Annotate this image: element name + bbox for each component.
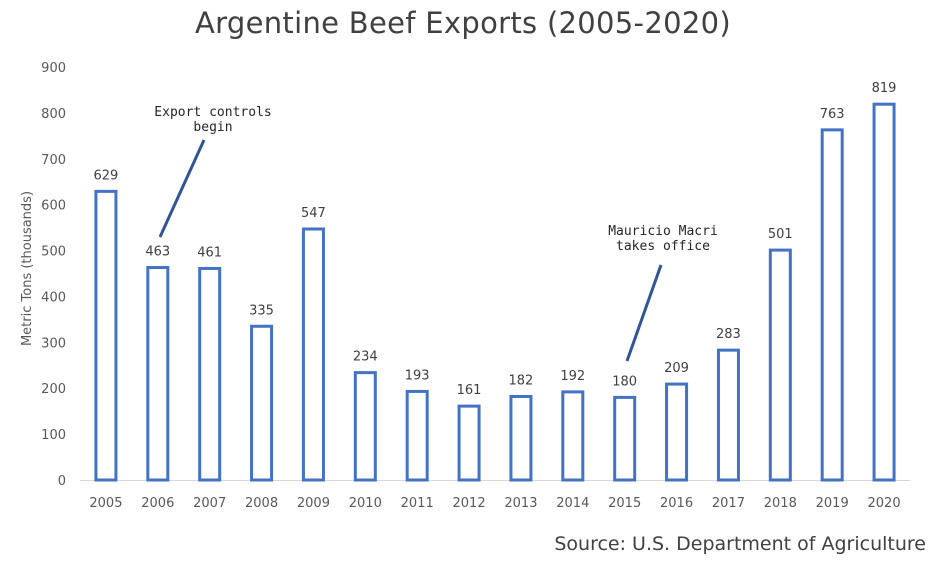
y-tick-label: 700 (41, 153, 66, 168)
bar-2007 (198, 266, 222, 482)
x-tick-label-2018: 2018 (764, 496, 797, 511)
bar-2020 (872, 102, 896, 482)
y-tick-label: 300 (41, 336, 66, 351)
x-tick-label-2005: 2005 (89, 496, 122, 511)
bar-2014 (561, 390, 585, 482)
bar-2017 (716, 348, 740, 482)
bar-2011 (405, 389, 429, 482)
bar-chart: Metric Tons (thousands) 0 100 200 300 400 500… (20, 61, 910, 511)
bar-2015 (613, 395, 637, 482)
bar-2010 (353, 371, 377, 482)
data-label-2016: 209 (664, 361, 689, 376)
annotation-text: Mauricio Macri takes office (608, 224, 718, 254)
bar-2016 (665, 382, 689, 482)
bar-2012 (457, 404, 481, 482)
x-tick-label-2016: 2016 (660, 496, 693, 511)
y-tick-label: 100 (41, 428, 66, 443)
y-tick-label: 500 (41, 245, 66, 260)
x-tick-label-2019: 2019 (816, 496, 849, 511)
annotation-line: begin (193, 120, 232, 135)
x-tick-label-2017: 2017 (712, 496, 745, 511)
annotation-text: Export controls begin (154, 105, 271, 135)
data-label-2015: 180 (612, 374, 637, 389)
annotation-line: Mauricio Macri (608, 224, 718, 239)
data-label-2011: 193 (405, 368, 430, 383)
data-label-2008: 335 (249, 303, 274, 318)
y-tick-label: 600 (41, 199, 66, 214)
data-label-2017: 283 (716, 327, 741, 342)
x-tick-labels: 2005 2006 2007 2008 2009 2010 2011 2012 2013 2014… (89, 496, 900, 511)
y-tick-label: 900 (41, 61, 66, 76)
x-tick-label-2006: 2006 (141, 496, 174, 511)
data-label-2010: 234 (353, 350, 378, 365)
data-label-2009: 547 (301, 206, 326, 221)
x-tick-label-2011: 2011 (401, 496, 434, 511)
x-tick-label-2013: 2013 (504, 496, 537, 511)
annotation-pointer (158, 139, 206, 238)
bar-2008 (250, 324, 274, 482)
y-axis-label-group: Metric Tons (thousands) (20, 191, 35, 346)
x-tick-label-2007: 2007 (193, 496, 226, 511)
annotation-line: Export controls (154, 105, 271, 120)
data-labels: 629 463 461 335 547 234 193 161 182 192 180 209 283 5… (94, 81, 897, 398)
data-label-2006: 463 (145, 245, 170, 260)
y-tick-labels: 0 100 200 300 400 500 600 700 800 900 (41, 61, 66, 489)
y-tick-label: 400 (41, 290, 66, 305)
annotations: Export controls begin Mauricio Macri takes … (154, 105, 718, 362)
bar-2009 (301, 227, 325, 482)
data-label-2013: 182 (509, 373, 534, 388)
bar-2005 (94, 189, 118, 482)
x-tick-label-2009: 2009 (297, 496, 330, 511)
bar-2019 (820, 128, 844, 482)
y-tick-label: 800 (41, 107, 66, 122)
data-label-2007: 461 (197, 245, 222, 260)
bars (94, 102, 896, 482)
x-tick-label-2015: 2015 (608, 496, 641, 511)
data-label-2012: 161 (457, 383, 482, 398)
x-tick-label-2010: 2010 (349, 496, 382, 511)
y-axis-label: Metric Tons (thousands) (20, 191, 35, 346)
data-label-2020: 819 (872, 81, 897, 96)
bar-2018 (768, 248, 792, 482)
x-tick-label-2008: 2008 (245, 496, 278, 511)
data-label-2018: 501 (768, 227, 793, 242)
y-tick-label: 0 (58, 474, 66, 489)
annotation-pointer (625, 264, 663, 362)
bar-2013 (509, 394, 533, 482)
x-tick-label-2012: 2012 (453, 496, 486, 511)
data-label-2005: 629 (94, 168, 119, 183)
chart-title: Argentine Beef Exports (2005-2020) (195, 6, 731, 40)
annotation-line: takes office (616, 239, 710, 254)
data-label-2014: 192 (560, 369, 585, 384)
x-tick-label-2020: 2020 (868, 496, 901, 511)
data-label-2019: 763 (820, 107, 845, 122)
y-tick-label: 200 (41, 382, 66, 397)
bar-2006 (146, 266, 170, 482)
x-tick-label-2014: 2014 (556, 496, 589, 511)
source-note: Source: U.S. Department of Agriculture (554, 533, 926, 555)
